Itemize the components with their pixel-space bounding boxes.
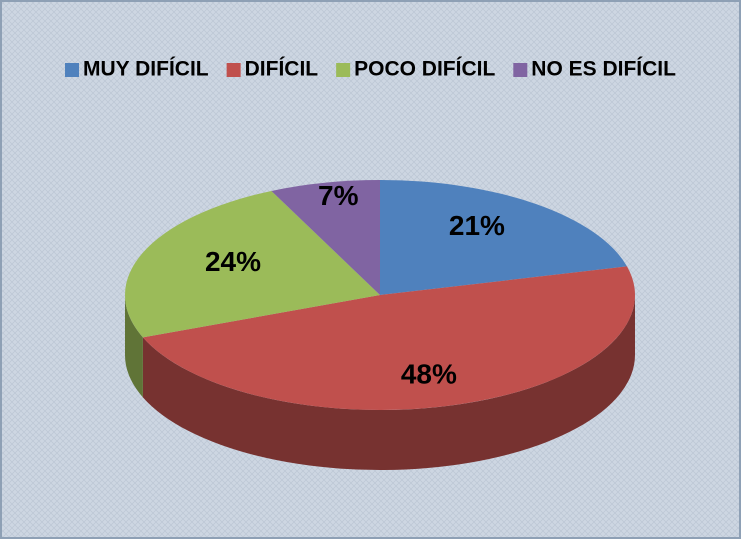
legend-label: POCO DIFÍCIL <box>354 58 495 81</box>
legend-label: NO ES DIFÍCIL <box>531 58 676 81</box>
data-label: 24% <box>205 246 261 277</box>
slice-side <box>142 295 636 471</box>
legend-swatch <box>65 63 80 77</box>
data-label: 21% <box>449 210 505 241</box>
slice <box>380 180 627 295</box>
legend-label: MUY DIFÍCIL <box>83 58 209 81</box>
slice-side <box>125 295 143 398</box>
slice <box>125 190 380 338</box>
legend-swatch <box>336 63 351 77</box>
slice <box>142 266 636 411</box>
data-label: 48% <box>401 358 457 389</box>
legend-swatch <box>226 63 241 77</box>
data-label: 7% <box>318 180 359 211</box>
legend-label: DIFÍCIL <box>245 58 319 81</box>
legend-swatch <box>513 63 528 77</box>
slice <box>271 180 380 295</box>
